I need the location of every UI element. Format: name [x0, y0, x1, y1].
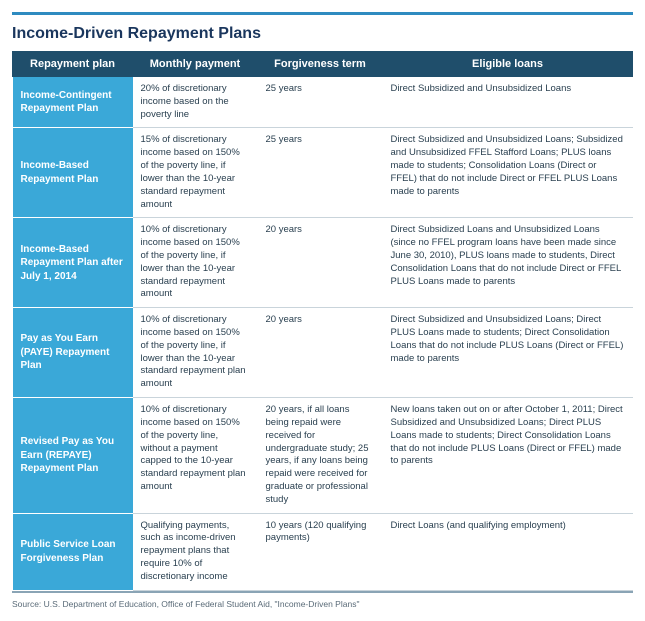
cell-term: 20 years [258, 218, 383, 308]
cell-term: 20 years [258, 308, 383, 398]
cell-payment: 10% of discretionary income based on 150… [133, 398, 258, 514]
bottom-rule [12, 591, 633, 593]
cell-eligible: Direct Subsidized and Unsubsidized Loans… [383, 128, 633, 218]
top-rule [12, 12, 633, 15]
cell-eligible: Direct Subsidized and Unsubsidized Loans [383, 77, 633, 128]
col-header-eligible: Eligible loans [383, 52, 633, 77]
table-body: Income-Contingent Repayment Plan 20% of … [13, 77, 633, 591]
cell-eligible: Direct Loans (and qualifying employment) [383, 513, 633, 590]
cell-payment: 10% of discretionary income based on 150… [133, 218, 258, 308]
cell-plan: Public Service Loan Forgiveness Plan [13, 513, 133, 590]
cell-plan: Pay as You Earn (PAYE) Repayment Plan [13, 308, 133, 398]
cell-payment: 20% of discretionary income based on the… [133, 77, 258, 128]
cell-plan: Income-Based Repayment Plan after July 1… [13, 218, 133, 308]
table-row: Income-Contingent Repayment Plan 20% of … [13, 77, 633, 128]
col-header-payment: Monthly payment [133, 52, 258, 77]
table-row: Income-Based Repayment Plan after July 1… [13, 218, 633, 308]
cell-term: 20 years, if all loans being repaid were… [258, 398, 383, 514]
cell-payment: 10% of discretionary income based on 150… [133, 308, 258, 398]
col-header-term: Forgiveness term [258, 52, 383, 77]
cell-term: 10 years (120 qualifying payments) [258, 513, 383, 590]
page-title: Income-Driven Repayment Plans [12, 25, 633, 43]
cell-payment: 15% of discretionary income based on 150… [133, 128, 258, 218]
table-row: Pay as You Earn (PAYE) Repayment Plan 10… [13, 308, 633, 398]
table-row: Public Service Loan Forgiveness Plan Qua… [13, 513, 633, 590]
table-header-row: Repayment plan Monthly payment Forgivene… [13, 52, 633, 77]
cell-term: 25 years [258, 77, 383, 128]
cell-eligible: Direct Subsidized Loans and Unsubsidized… [383, 218, 633, 308]
cell-eligible: Direct Subsidized and Unsubsidized Loans… [383, 308, 633, 398]
cell-payment: Qualifying payments, such as income-driv… [133, 513, 258, 590]
cell-eligible: New loans taken out on or after October … [383, 398, 633, 514]
cell-plan: Income-Based Repayment Plan [13, 128, 133, 218]
repayment-table: Repayment plan Monthly payment Forgivene… [12, 51, 633, 591]
table-row: Revised Pay as You Earn (REPAYE) Repayme… [13, 398, 633, 514]
col-header-plan: Repayment plan [13, 52, 133, 77]
table-row: Income-Based Repayment Plan 15% of discr… [13, 128, 633, 218]
cell-plan: Revised Pay as You Earn (REPAYE) Repayme… [13, 398, 133, 514]
cell-plan: Income-Contingent Repayment Plan [13, 77, 133, 128]
cell-term: 25 years [258, 128, 383, 218]
source-line: Source: U.S. Department of Education, Of… [12, 599, 633, 609]
